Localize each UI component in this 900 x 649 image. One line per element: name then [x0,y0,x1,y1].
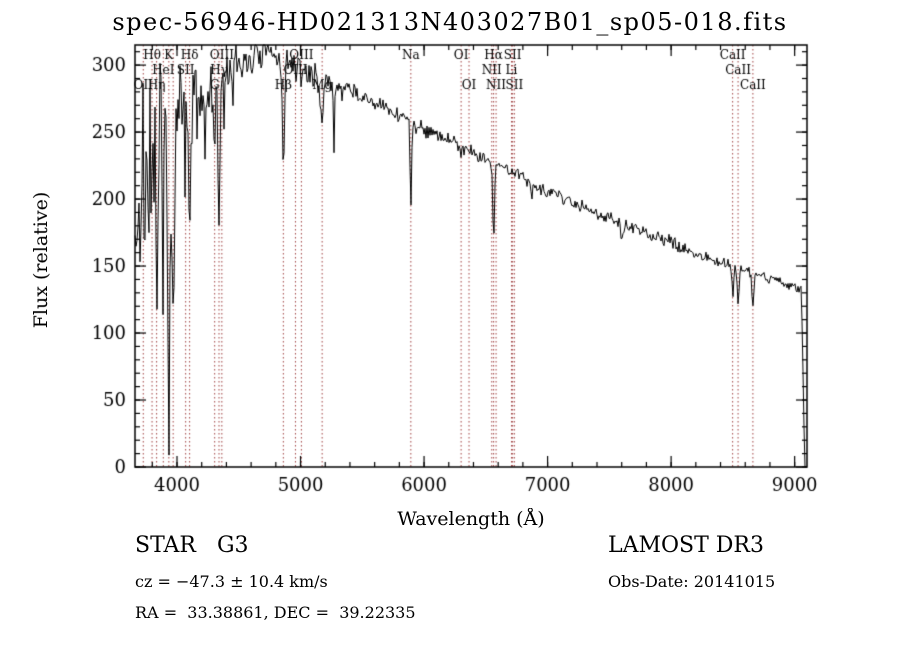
object-class-label: STAR G3 [135,533,249,558]
cz-value: cz = −47.3 ± 10.4 km/s [135,572,328,591]
y-axis-label: Flux (relative) [30,191,52,329]
ra-dec-coordinates: RA = 33.38861, DEC = 39.22335 [135,603,416,622]
x-axis-label: Wavelength (Å) [397,508,545,530]
plot-title: spec-56946-HD021313N403027B01_sp05-018.f… [112,8,788,36]
obs-date: Obs-Date: 20141015 [608,572,776,591]
survey-label: LAMOST DR3 [608,533,764,558]
